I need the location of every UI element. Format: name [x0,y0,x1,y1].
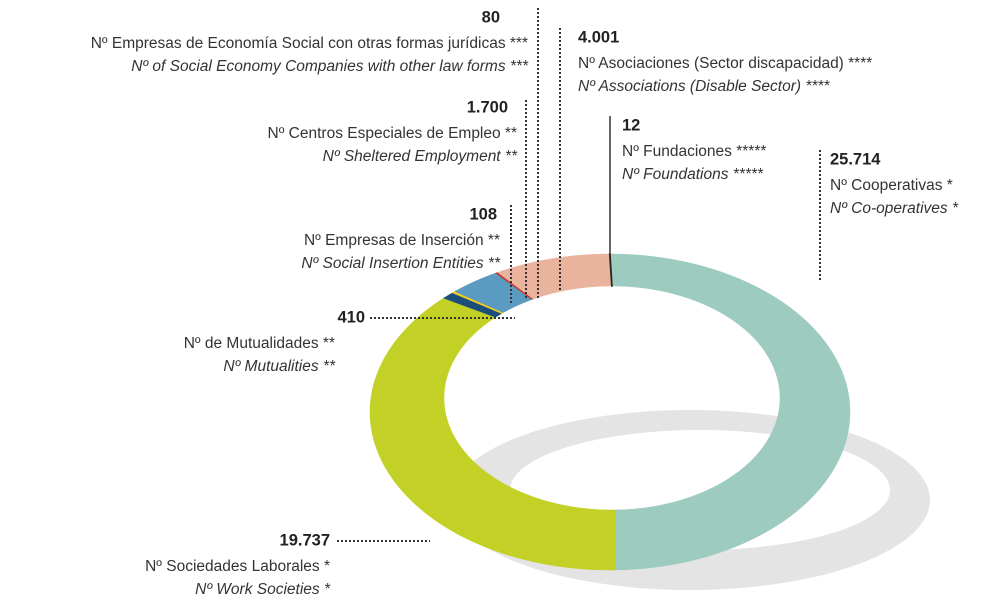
value-label: 4.001 [578,28,619,46]
value-label: 410 [337,308,365,326]
value-label: 108 [469,205,497,223]
category-label: Nº Cooperativas * [830,177,953,194]
category-label-en: Nº Mutualities ** [223,358,336,375]
value-label: 12 [622,116,640,134]
category-label-en: Nº of Social Economy Companies with othe… [131,58,529,75]
category-label-en: Nº Sheltered Employment ** [323,148,518,165]
category-label-en: Nº Foundations ***** [622,166,764,183]
category-label: Nº Empresas de Economía Social con otras… [91,35,528,52]
category-label-en: Nº Associations (Disable Sector) **** [578,78,830,95]
category-label: Nº Centros Especiales de Empleo ** [268,125,517,142]
value-label: 80 [482,8,500,26]
category-label: Nº Empresas de Inserción ** [304,232,500,249]
category-label-en: Nº Social Insertion Entities ** [301,255,501,272]
category-label-en: Nº Work Societies * [195,581,331,598]
category-label: Nº Asociaciones (Sector discapacidad) **… [578,55,872,72]
category-label: Nº de Mutualidades ** [184,335,335,352]
value-label: 19.737 [280,531,330,549]
category-label: Nº Sociedades Laborales * [145,558,330,575]
category-label: Nº Fundaciones ***** [622,143,766,160]
value-label: 25.714 [830,150,881,168]
category-label-en: Nº Co-operatives * [830,200,959,217]
value-label: 1.700 [467,98,508,116]
